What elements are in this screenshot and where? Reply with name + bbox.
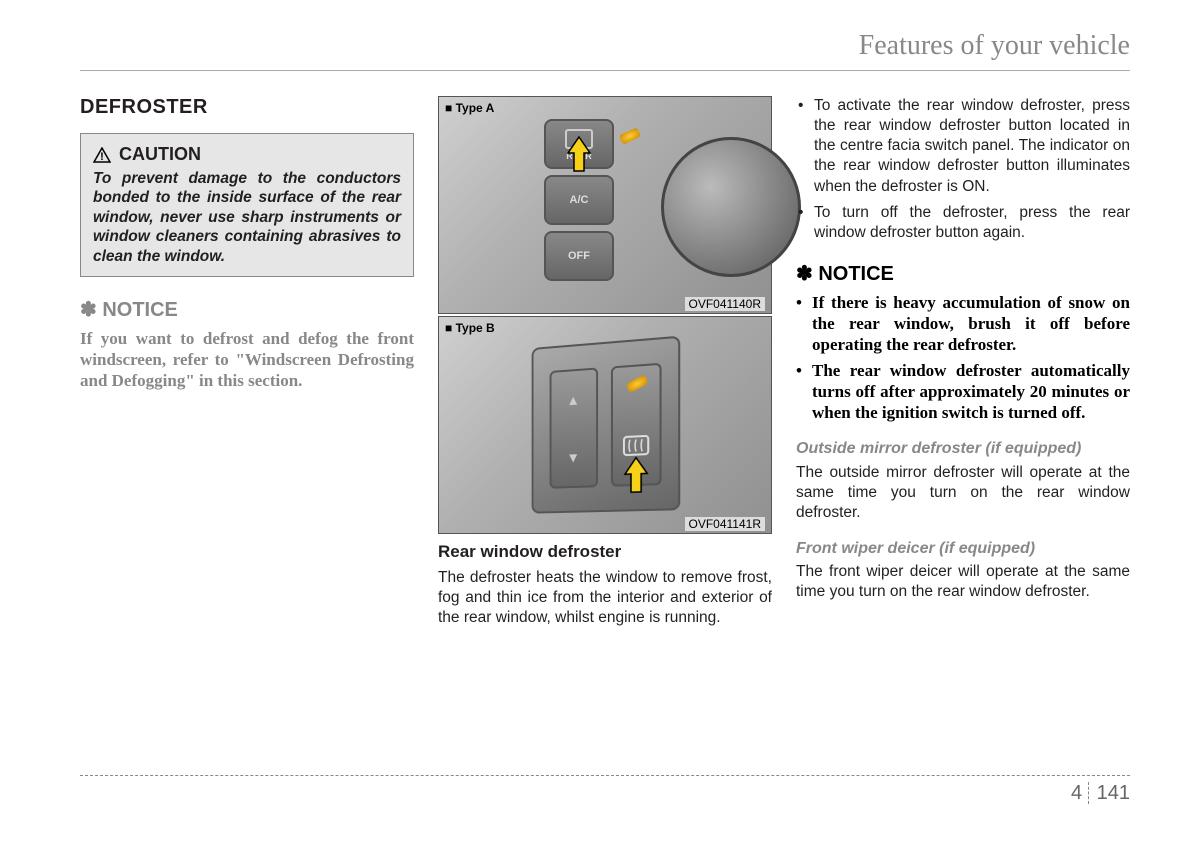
diagram-a-button-stack: REAR A/C OFF [544,119,614,287]
caution-title: ! CAUTION [93,144,401,165]
diagram-type-a: ■ Type A REAR A/C OFF OVF041140R [438,96,772,314]
indicator-led-icon [625,374,648,393]
caution-label: CAUTION [119,144,201,165]
notice-right-heading: NOTICE [796,261,1130,286]
caution-box: ! CAUTION To prevent damage to the condu… [80,133,414,277]
climate-dial-icon [661,137,801,277]
diagram-b-label: ■ Type B [445,321,495,335]
triangle-down-icon: ▼ [566,449,579,465]
rear-defrost-button-icon: REAR [544,119,614,169]
chapter-number: 4 [1071,782,1089,804]
ac-button-icon: A/C [544,175,614,225]
list-item: To activate the rear window defroster, p… [796,96,1130,197]
triangle-up-icon: ▲ [566,392,579,409]
svg-text:!: ! [100,151,104,163]
column-left: DEFROSTER ! CAUTION To prevent damage to… [80,96,414,628]
wiper-deicer-heading: Front wiper deicer (if equipped) [796,539,1130,558]
page-footer: 4 141 [80,775,1130,815]
diagram-a-label: ■ Type A [445,101,494,115]
indicator-led-icon [619,127,641,145]
rocker-switch-icon: ▲ ▼ [549,367,597,488]
arrow-up-icon [620,455,650,497]
rear-defroster-heading: Rear window defroster [438,542,772,562]
diagram-b-code: OVF041141R [685,517,766,531]
chapter-header: Features of your vehicle [80,30,1130,71]
arrow-up-icon [564,135,594,175]
notice-left-body: If you want to defrost and defog the fro… [80,328,414,392]
notice-right-list: If there is heavy accumulation of snow o… [796,292,1130,424]
list-item: If there is heavy accumulation of snow o… [796,292,1130,356]
content-columns: DEFROSTER ! CAUTION To prevent damage to… [80,96,1130,628]
list-item: To turn off the defroster, press the rea… [796,203,1130,243]
section-title: DEFROSTER [80,96,414,119]
instructions-list: To activate the rear window defroster, p… [796,96,1130,243]
defrost-icon [621,434,649,458]
defrost-switch-icon [610,363,661,487]
diagram-a-code: OVF041140R [685,297,766,311]
rear-defroster-body: The defroster heats the window to remove… [438,568,772,628]
page-number-value: 141 [1097,782,1130,804]
column-right: To activate the rear window defroster, p… [796,96,1130,628]
notice-left-heading: NOTICE [80,297,414,322]
off-button-icon: OFF [544,231,614,281]
column-middle: ■ Type A REAR A/C OFF OVF041140R ■ [438,96,772,628]
mirror-defroster-body: The outside mirror defroster will operat… [796,463,1130,523]
warning-icon: ! [93,147,111,163]
page-number: 4 141 [1071,782,1130,805]
list-item: The rear window defroster automatically … [796,360,1130,424]
diagram-b-panel-icon: ▲ ▼ [532,336,681,514]
mirror-defroster-heading: Outside mirror defroster (if equipped) [796,439,1130,458]
diagram-type-b: ■ Type B ▲ ▼ OVF041141R [438,316,772,534]
page: Features of your vehicle DEFROSTER ! CAU… [0,0,1200,628]
caution-body: To prevent damage to the conductors bond… [93,169,401,266]
wiper-deicer-body: The front wiper deicer will operate at t… [796,562,1130,602]
